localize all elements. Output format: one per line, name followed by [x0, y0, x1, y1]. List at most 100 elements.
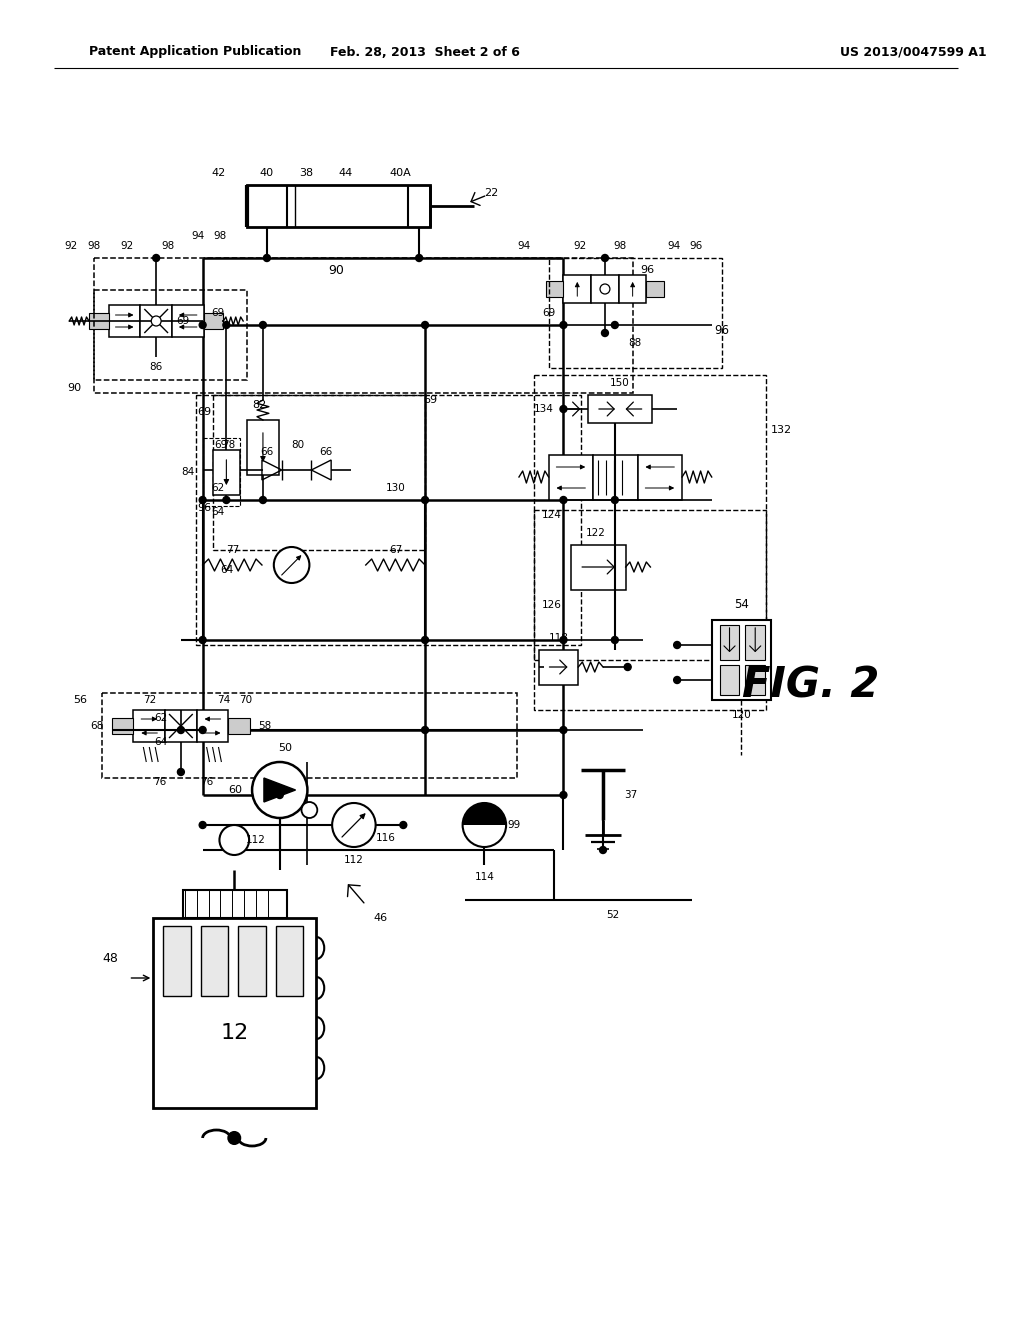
Text: 90: 90 [328, 264, 344, 276]
Text: 150: 150 [610, 378, 630, 388]
Text: 74: 74 [217, 696, 230, 705]
Bar [247, 420, 279, 475]
Bar [203, 438, 241, 506]
Text: 77: 77 [225, 545, 239, 554]
Text: 60: 60 [228, 785, 243, 795]
Bar [89, 313, 109, 329]
Text: 56: 56 [73, 696, 87, 705]
Circle shape [200, 496, 206, 503]
Bar [165, 710, 197, 742]
Bar [172, 305, 204, 337]
Circle shape [301, 803, 317, 818]
Text: 46: 46 [374, 913, 388, 923]
Bar [275, 927, 303, 997]
Circle shape [422, 322, 428, 329]
Bar [549, 257, 722, 368]
Text: 64: 64 [155, 737, 168, 747]
Bar [154, 917, 316, 1107]
Circle shape [600, 284, 610, 294]
Circle shape [153, 255, 160, 261]
Text: 98: 98 [214, 231, 227, 242]
Bar [745, 665, 765, 696]
Text: 122: 122 [586, 528, 606, 539]
Text: 64: 64 [211, 507, 224, 517]
Text: 37: 37 [624, 789, 637, 800]
Bar [183, 890, 287, 917]
Circle shape [416, 255, 423, 261]
Text: 132: 132 [771, 425, 793, 436]
Circle shape [252, 762, 307, 818]
Text: 58: 58 [258, 721, 271, 731]
Circle shape [223, 496, 229, 503]
Text: 69: 69 [176, 315, 189, 326]
Circle shape [599, 846, 606, 854]
Bar [228, 718, 250, 734]
Bar [534, 375, 766, 660]
Bar [213, 450, 241, 495]
Circle shape [463, 803, 506, 847]
Circle shape [611, 496, 618, 503]
Text: 38: 38 [299, 168, 313, 178]
Bar [94, 257, 633, 393]
Bar [101, 693, 517, 777]
Bar [646, 281, 665, 297]
Circle shape [422, 496, 428, 503]
Text: 69: 69 [198, 407, 212, 417]
Bar [239, 927, 266, 997]
Bar [720, 665, 739, 696]
Text: Feb. 28, 2013  Sheet 2 of 6: Feb. 28, 2013 Sheet 2 of 6 [330, 45, 520, 58]
Text: 92: 92 [65, 242, 78, 251]
Text: 68: 68 [90, 721, 103, 731]
Bar [712, 620, 771, 700]
Text: 76: 76 [154, 777, 167, 787]
Circle shape [674, 642, 681, 648]
Text: 96: 96 [198, 503, 212, 513]
Bar [563, 275, 591, 304]
Circle shape [200, 726, 206, 734]
Text: 124: 124 [542, 510, 561, 520]
Circle shape [601, 330, 608, 337]
Circle shape [200, 636, 206, 644]
Circle shape [200, 322, 206, 329]
Text: 96: 96 [689, 242, 702, 251]
Text: 134: 134 [534, 404, 554, 414]
Circle shape [560, 405, 567, 412]
Bar [247, 185, 430, 227]
Text: 99: 99 [508, 820, 520, 830]
Text: 86: 86 [150, 362, 163, 372]
Bar [588, 395, 652, 422]
Wedge shape [463, 803, 506, 825]
Text: 66: 66 [319, 447, 333, 457]
Circle shape [223, 322, 229, 329]
Circle shape [219, 825, 249, 855]
Circle shape [601, 255, 608, 261]
Text: 78: 78 [222, 440, 236, 450]
Text: 94: 94 [191, 231, 205, 242]
Text: 130: 130 [385, 483, 406, 492]
Text: 48: 48 [102, 952, 119, 965]
Circle shape [560, 636, 567, 644]
Bar [745, 624, 765, 660]
Bar [593, 455, 638, 500]
Circle shape [263, 255, 270, 261]
Bar [618, 275, 646, 304]
Bar [534, 510, 766, 710]
Text: Patent Application Publication: Patent Application Publication [89, 45, 301, 58]
Bar [213, 395, 425, 550]
Bar [140, 305, 172, 337]
Circle shape [560, 322, 567, 329]
Polygon shape [264, 777, 296, 803]
Bar [204, 313, 223, 329]
Text: 40A: 40A [389, 168, 412, 178]
Circle shape [177, 726, 184, 734]
Text: 42: 42 [211, 168, 225, 178]
Text: 69: 69 [542, 308, 555, 318]
Text: 98: 98 [87, 242, 100, 251]
Bar [720, 624, 739, 660]
Circle shape [273, 546, 309, 583]
Text: 112: 112 [344, 855, 364, 865]
Text: 44: 44 [339, 168, 353, 178]
Text: 64: 64 [221, 565, 233, 576]
Text: 62: 62 [211, 483, 224, 492]
Bar [133, 710, 165, 742]
